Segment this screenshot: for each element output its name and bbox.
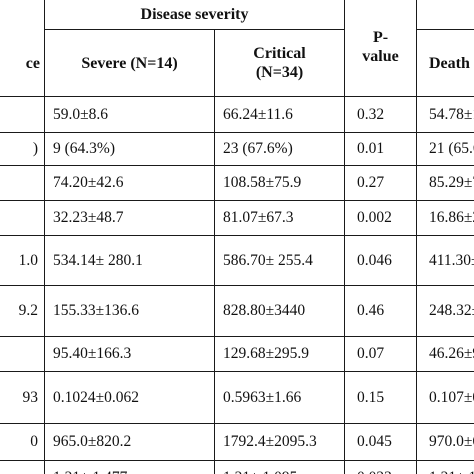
table-row: 59.0±8.6 66.24±11.6 0.32 54.78±11.7 bbox=[0, 96, 474, 133]
table-row: 32.23±48.7 81.07±67.3 0.002 16.86±28.5 bbox=[0, 200, 474, 236]
header-severe: Severe (N=14) bbox=[44, 29, 215, 97]
header-disease-severity: Disease severity bbox=[44, 0, 345, 30]
table-row: 9.2 155.33±136.6 828.80±3440 0.46 248.32… bbox=[0, 285, 474, 337]
header-p-value: P- value bbox=[344, 0, 417, 97]
table-row: 1.21± 1.477 1.21± 1.095 0.023 1.21± 1.47… bbox=[0, 460, 474, 474]
header-first-column: ce bbox=[0, 0, 45, 97]
table-row: 74.20±42.6 108.58±75.9 0.27 85.29±72.1 bbox=[0, 165, 474, 201]
table-row: 93 0.1024±0.062 0.5963±1.66 0.15 0.107±0… bbox=[0, 371, 474, 424]
header-row-1: ce Disease severity P- value C bbox=[0, 0, 474, 97]
table-row: 0 965.0±820.2 1792.4±2095.3 0.045 970.0±… bbox=[0, 423, 474, 461]
header-row-2: Severe (N=14) Critical (N=34) Death (N=3 bbox=[0, 29, 474, 97]
table-row: 95.40±166.3 129.68±295.9 0.07 46.26±99.6… bbox=[0, 336, 474, 372]
header-outcome-group: C bbox=[416, 0, 474, 30]
header-death: Death (N=3 bbox=[416, 29, 474, 97]
table-row: ) 9 (64.3%) 23 (67.6%) 0.01 21 (65.6%) bbox=[0, 132, 474, 166]
table-row: 1.0 534.14± 280.1 586.70± 255.4 0.046 41… bbox=[0, 235, 474, 286]
header-critical: Critical (N=34) bbox=[214, 29, 345, 97]
